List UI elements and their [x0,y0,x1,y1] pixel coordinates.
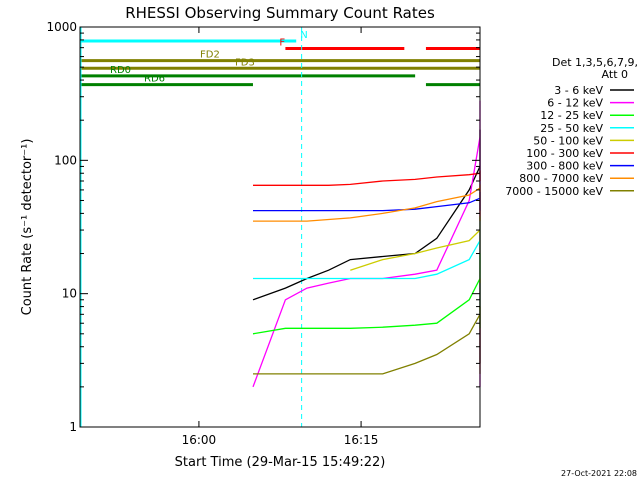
x-axis-label: Start Time (29-Mar-15 15:49:22) [175,455,386,470]
legend-label-8: 7000 - 15000 keV [505,185,603,198]
state-bar-label-fd3: FD3 [235,57,255,68]
state-bar-label-rd0: RD0 [110,65,131,76]
y-axis: 1 10 100 1000 [46,20,480,434]
state-bar-label-n: N [300,30,307,41]
x-tick-label-1: 16:15 [344,433,379,447]
legend-label-1: 6 - 12 keV [547,97,603,110]
y-tick-label-0: 1 [69,420,77,434]
timestamp-label: 27-Oct-2021 22:08 [561,469,637,478]
y-tick-label-1: 10 [62,287,77,301]
state-bar-label-f: F [279,37,285,48]
y-axis-label: Count Rate (s⁻¹ detector⁻¹) [20,139,35,316]
legend-header-1: Det 1,3,5,6,7,9, [552,56,638,69]
x-axis: 16:00 16:15 [182,27,379,447]
y-tick-label-2: 100 [54,153,77,167]
legend-label-5: 100 - 300 keV [526,147,603,160]
vertical-markers [80,27,481,427]
x-tick-label-0: 16:00 [182,433,217,447]
chart-title: RHESSI Observing Summary Count Rates [125,4,435,22]
plot-frame [79,26,481,428]
legend-label-7: 800 - 7000 keV [519,172,603,185]
legend-header-2: Att 0 [602,68,628,81]
series-line-7 [253,184,481,222]
series-line-5 [253,170,481,186]
y-tick-label-3: 1000 [46,20,77,34]
legend-label-6: 300 - 800 keV [526,160,603,173]
legend-label-4: 50 - 100 keV [533,134,603,147]
series-lines [252,100,481,388]
legend-label-2: 12 - 25 keV [540,109,603,122]
state-bars: N F FD2 FD3 RD0 RD6 [80,30,480,87]
series-line-1 [252,100,481,388]
state-bar-label-fd2: FD2 [200,50,220,61]
series-line-4 [350,216,481,284]
legend-label-3: 25 - 50 keV [540,122,603,135]
state-bar-label-rd6: RD6 [144,74,165,85]
legend-label-0: 3 - 6 keV [554,84,603,97]
series-line-6 [253,191,481,212]
